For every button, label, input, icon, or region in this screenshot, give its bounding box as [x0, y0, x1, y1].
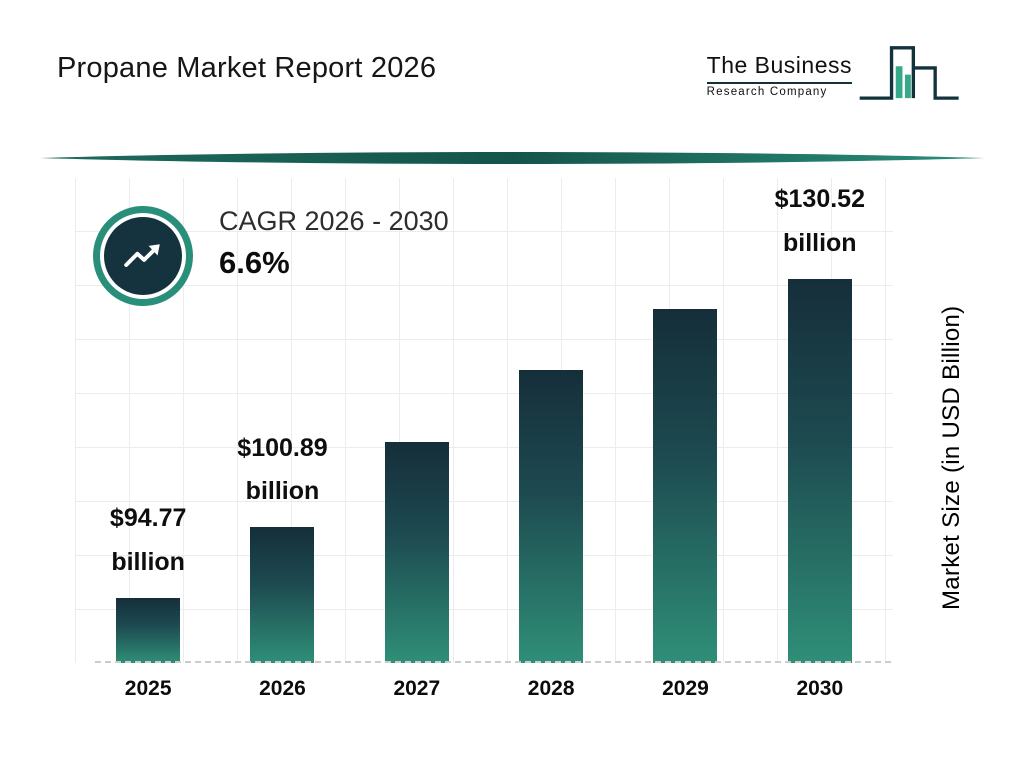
- bar-column: $130.52 billion: [753, 178, 887, 663]
- bar-2026: [250, 527, 315, 663]
- cagr-label: CAGR 2026 - 2030: [219, 206, 449, 236]
- logo-name: The Business: [706, 52, 852, 78]
- bar-value-label: $94.77 billion: [109, 504, 187, 576]
- x-axis-label: 2027: [393, 677, 441, 700]
- x-axis-line: [95, 661, 891, 663]
- y-axis-title: Market Size (in USD Billion): [938, 305, 965, 611]
- plot-area: CAGR 2026 - 2030 6.6% $94.77 billion $100.…: [75, 178, 893, 663]
- cagr-value: 6.6%: [219, 245, 290, 280]
- bar-column: [484, 178, 618, 663]
- bar-2027: [384, 442, 449, 663]
- cagr-text: CAGR 2026 - 2030 6.6%: [219, 206, 449, 281]
- logo-subname: Research Company: [706, 86, 828, 98]
- company-logo: The Business Research Company: [706, 40, 962, 121]
- bar-chart-logo-icon: [858, 40, 962, 121]
- bar-value-label: $130.52 billion: [774, 185, 865, 257]
- cagr-badge: CAGR 2026 - 2030 6.6%: [93, 206, 449, 306]
- bar-2025: [116, 597, 181, 663]
- x-axis-label: 2030: [796, 677, 844, 700]
- divider-ornament: [40, 152, 985, 164]
- logo-text: The Business Research Company: [706, 52, 852, 98]
- x-axis-labels: 2025 2026 2027 2028 2029 2030: [75, 677, 893, 701]
- x-axis-label: 2026: [259, 677, 306, 700]
- bars-row: $94.77 billion $100.89 billion $130.52 billio…: [75, 178, 893, 663]
- page-title: Propane Market Report 2026: [57, 52, 437, 84]
- bar-column: $94.77 billion: [81, 178, 215, 663]
- chart-area: CAGR 2026 - 2030 6.6% $94.77 billion $100.…: [75, 178, 893, 718]
- logo-divider-line: [706, 82, 852, 84]
- x-axis-label: 2025: [124, 677, 172, 700]
- bar-column: [618, 178, 752, 663]
- bar-value-label: $100.89 billion: [237, 433, 328, 506]
- bar-2028: [519, 369, 584, 663]
- trend-up-icon: [93, 206, 193, 306]
- bar-2029: [653, 308, 718, 663]
- bar-column: [350, 178, 484, 663]
- bar-2030: [787, 278, 852, 663]
- bar-column: $100.89 billion: [215, 178, 349, 663]
- x-axis-label: 2028: [527, 677, 575, 700]
- x-axis-label: 2029: [662, 677, 709, 700]
